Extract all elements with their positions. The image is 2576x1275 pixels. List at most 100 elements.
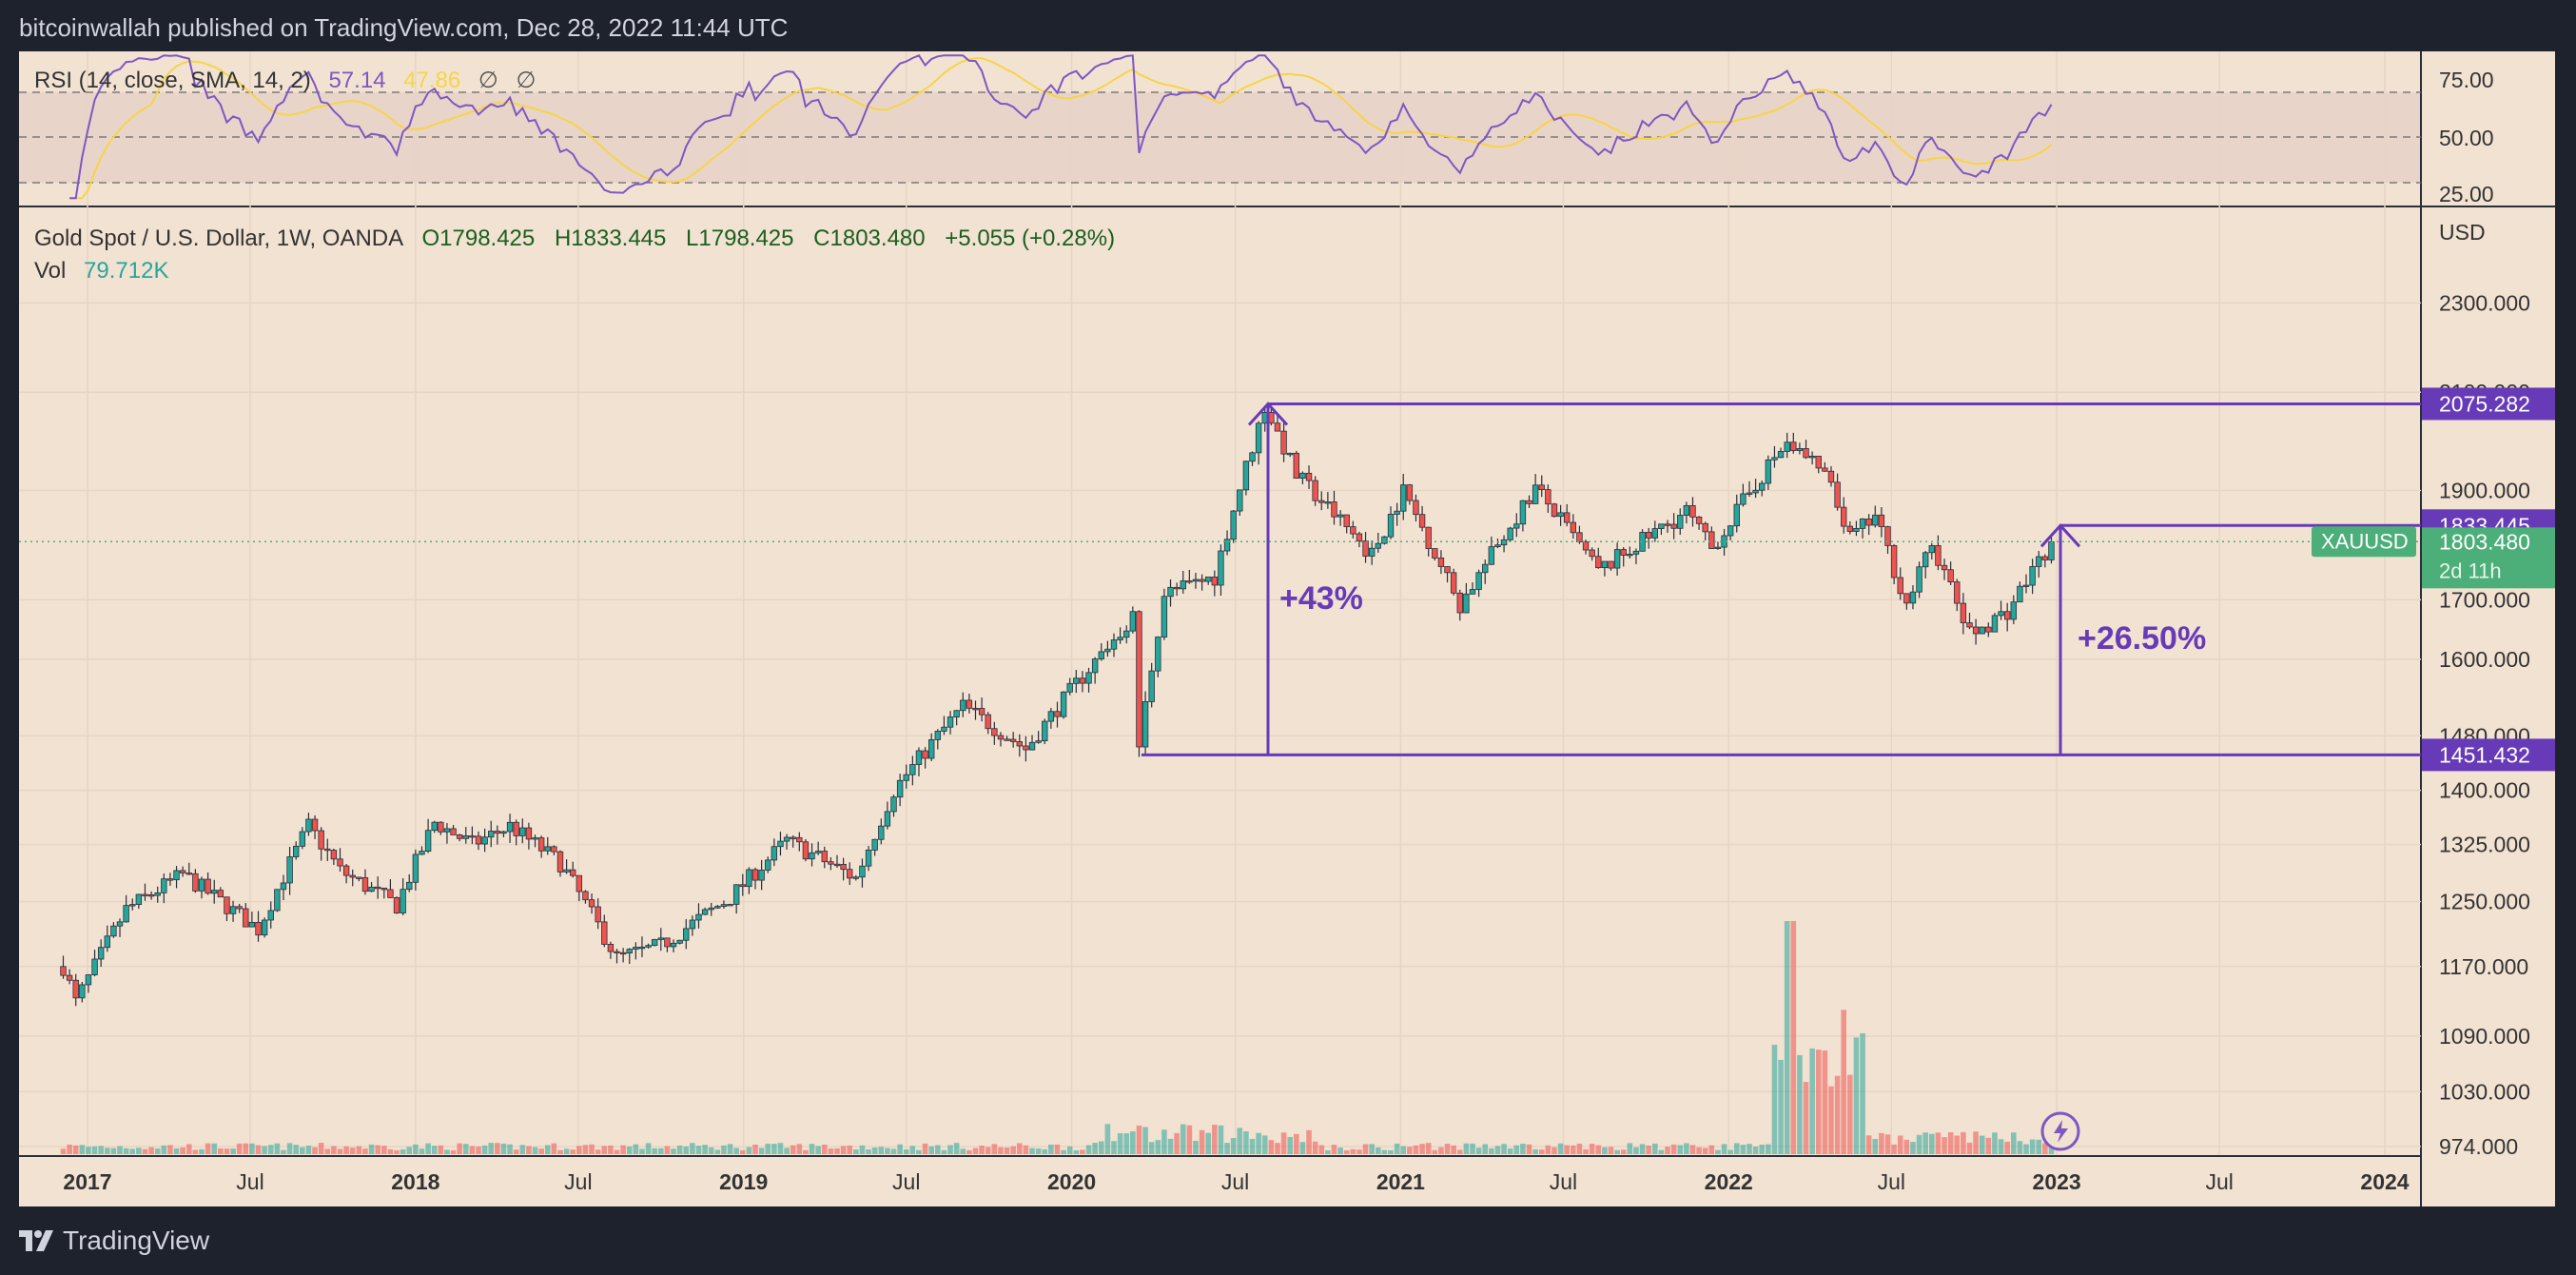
candle-body (1482, 563, 1489, 574)
candle-body (972, 707, 979, 711)
candle-body (796, 836, 803, 843)
volume-bar (935, 1145, 941, 1154)
volume-bar (979, 1146, 985, 1154)
candle-body (1173, 586, 1181, 590)
price-pane (19, 207, 2420, 1155)
volume-bar (249, 1143, 255, 1154)
candle-body (997, 735, 1005, 740)
current-price: 1803.480 (2439, 529, 2530, 554)
candle-body (1136, 611, 1142, 748)
candle-body (488, 831, 495, 838)
candle-body (443, 828, 451, 833)
volume-bar (828, 1148, 834, 1154)
right-arrow-head (2039, 523, 2081, 548)
candle-body (1771, 457, 1778, 461)
candle-body (582, 891, 589, 901)
volume-bar (98, 1146, 104, 1154)
candle-body (1413, 500, 1419, 516)
volume-bar (324, 1148, 331, 1154)
candle-body (1714, 546, 1722, 549)
candle-body (638, 946, 646, 950)
candle-body (1129, 611, 1137, 632)
candle-body (739, 884, 746, 888)
volume-bar (438, 1145, 444, 1154)
volume-bar (777, 1143, 784, 1154)
volume-bar (966, 1149, 972, 1154)
volume-bar (173, 1148, 180, 1154)
volume-bar (1350, 1148, 1356, 1154)
volume-bar (1425, 1143, 1432, 1154)
rsi-guides (19, 91, 2421, 184)
volume-bar (1463, 1143, 1470, 1154)
candle-body (185, 873, 192, 875)
candle-body (1922, 552, 1929, 568)
candle-body (790, 836, 796, 839)
candle-body (765, 859, 771, 871)
candle-body (79, 984, 86, 999)
volume-bar (286, 1143, 293, 1154)
volume-bar (1268, 1140, 1275, 1154)
candle-body (299, 831, 306, 847)
candle-body (1274, 422, 1281, 432)
volume-bar (1375, 1148, 1381, 1154)
candle-body (243, 908, 249, 928)
candle-body (771, 846, 778, 861)
time-tick-label: Jul (1221, 1169, 1249, 1194)
candle-body (1878, 514, 1885, 527)
price-tick-label: 1600.000 (2439, 647, 2530, 672)
symbol-info: Gold Spot / U.S. Dollar, 1W, OANDA (34, 226, 403, 251)
candle-body (1966, 622, 1973, 628)
volume-bar (1080, 1149, 1085, 1154)
volume-bar (1230, 1138, 1237, 1154)
volume-bar (589, 1144, 595, 1154)
volume-bar (236, 1143, 243, 1154)
time-tick-label: Jul (564, 1169, 592, 1194)
volume-bar (1689, 1145, 1696, 1154)
volume-bar (1985, 1137, 1992, 1154)
candle-body (154, 892, 161, 896)
volume-bar (633, 1144, 639, 1154)
volume-bar (91, 1146, 98, 1154)
candle-body (1463, 593, 1470, 614)
candle-body (1004, 738, 1010, 741)
volume-bar (960, 1148, 966, 1154)
volume-bar (375, 1145, 381, 1154)
volume-bar (318, 1143, 324, 1154)
volume-bar (1627, 1143, 1633, 1154)
rsi-tick-label: 50.00 (2439, 126, 2494, 150)
candle-body (142, 893, 148, 896)
volume-bar (1665, 1147, 1670, 1154)
candle-body (695, 913, 702, 921)
candle-body (1054, 711, 1061, 717)
volume-bar (1677, 1145, 1684, 1154)
volume-bar (1778, 1059, 1784, 1154)
volume-bars (60, 921, 2055, 1154)
candle-body (1280, 430, 1287, 455)
time-tick-label: 2021 (1376, 1169, 1425, 1194)
candle-body (1935, 545, 1942, 566)
volume-bar (300, 1147, 305, 1154)
volume-bar (431, 1146, 438, 1154)
candle-body (619, 951, 627, 955)
volume-bar (727, 1144, 733, 1154)
volume-bar (110, 1148, 117, 1154)
tradingview-brand[interactable]: TradingView (19, 1226, 209, 1256)
rsi-value: 57.14 (328, 68, 385, 93)
candle-body (1815, 456, 1822, 469)
candle-body (1110, 639, 1118, 650)
volume-bar (645, 1143, 652, 1154)
volume-bar (1998, 1139, 2004, 1154)
lightning-icon[interactable] (2040, 1111, 2080, 1151)
time-tick-label: Jul (2205, 1169, 2233, 1194)
volume-bar (658, 1148, 664, 1154)
candle-body (66, 974, 73, 981)
volume-bar (1155, 1140, 1161, 1154)
time-tick-label: 2019 (719, 1169, 768, 1194)
volume-bar (1564, 1145, 1570, 1154)
volume-bar (1589, 1144, 1595, 1154)
volume-bar (1482, 1144, 1489, 1154)
volume-bar (425, 1143, 431, 1154)
candle-body (97, 947, 105, 960)
volume-bar (1243, 1131, 1249, 1154)
volume-bar (639, 1148, 645, 1154)
